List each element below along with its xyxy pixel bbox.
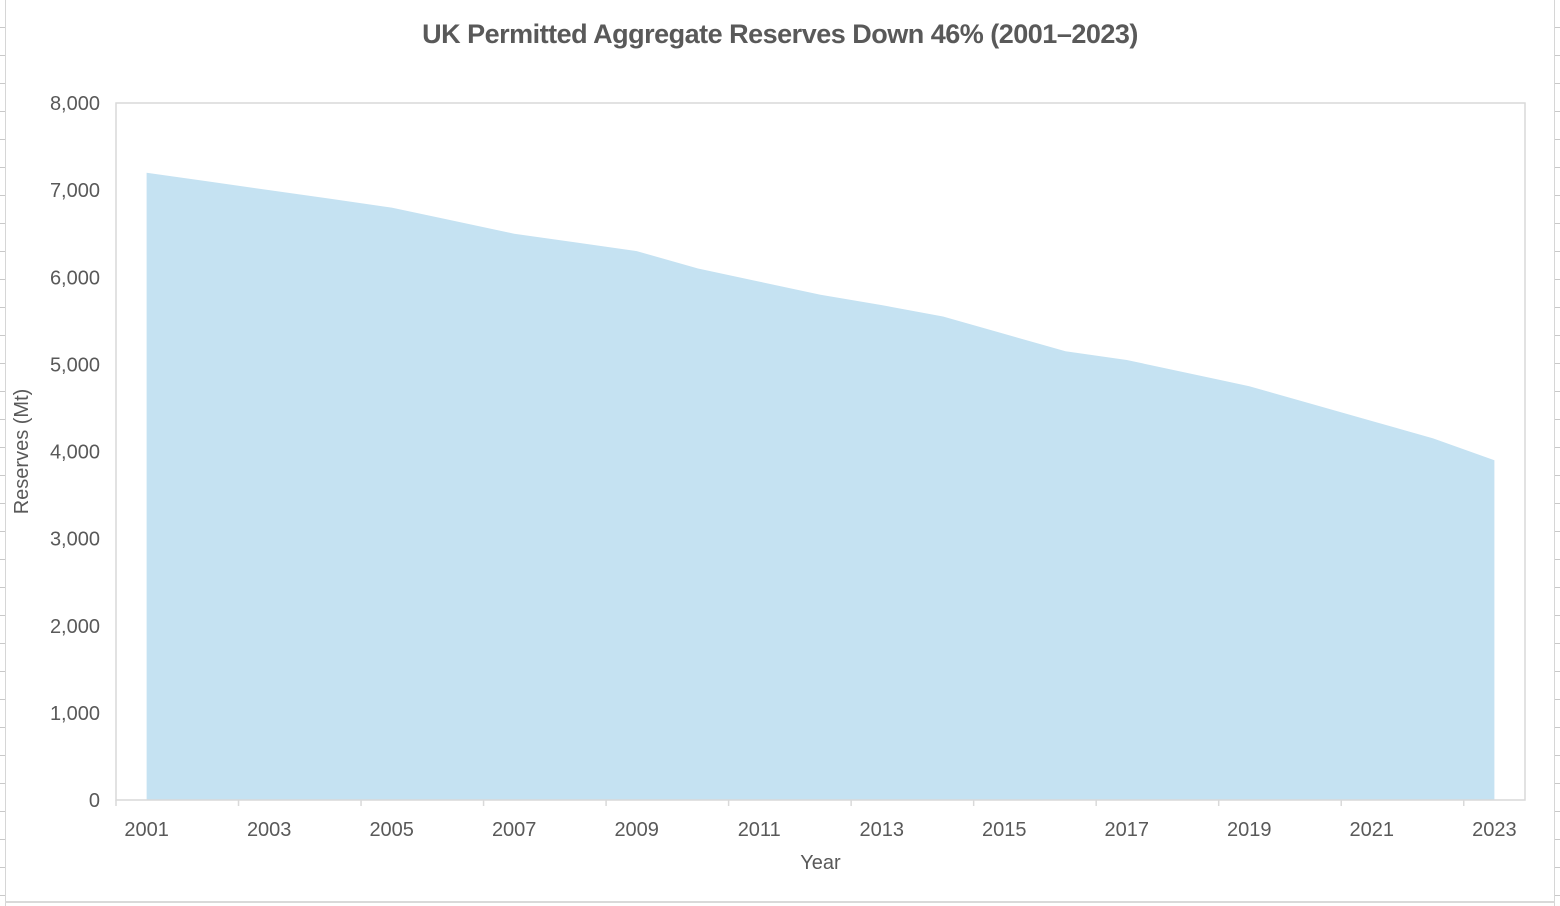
y-axis-label: 4,000 — [50, 442, 100, 464]
area-chart-plot: 2001 2003 2005 2007 2009 2011 2013 2015 2017 2019… — [11, 93, 1526, 874]
plot-area-border — [115, 102, 1526, 801]
x-axis-label: 2009 — [614, 819, 659, 841]
worksheet-right-edge — [1554, 0, 1560, 906]
y-axis-label: 3,000 — [50, 529, 100, 551]
x-axis-label: 2001 — [124, 819, 169, 841]
x-axis-label: 2011 — [738, 819, 781, 841]
x-axis-label: 2021 — [1350, 819, 1395, 841]
x-axis-label: 2007 — [492, 819, 537, 841]
x-axis-label: 2015 — [982, 819, 1027, 841]
y-axis-title: Reserves (Mt) — [11, 389, 33, 515]
y-axis-label: 0 — [89, 790, 100, 812]
x-axis-label: 2023 — [1472, 819, 1517, 841]
chart-object-border — [5, 901, 1555, 903]
y-axis-label: 6,000 — [50, 267, 100, 289]
y-axis-label: 2,000 — [50, 616, 100, 638]
x-axis-label: 2005 — [369, 819, 414, 841]
y-axis-label: 8,000 — [50, 93, 100, 115]
x-axis-label: 2003 — [247, 819, 292, 841]
y-axis-label: 7,000 — [50, 180, 100, 202]
y-axis-label: 1,000 — [50, 703, 100, 725]
area-series-reserves — [146, 172, 1495, 800]
x-axis-label: 2013 — [860, 819, 905, 841]
x-axis-label: 2017 — [1105, 819, 1150, 841]
chart-title: UK Permitted Aggregate Reserves Down 46%… — [422, 19, 1138, 49]
worksheet-left-edge — [0, 0, 6, 906]
x-axis-title: Year — [800, 852, 841, 874]
y-axis-label: 5,000 — [50, 354, 100, 376]
chart-object[interactable]: UK Permitted Aggregate Reserves Down 46%… — [6, 0, 1554, 906]
x-axis-label: 2019 — [1227, 819, 1272, 841]
